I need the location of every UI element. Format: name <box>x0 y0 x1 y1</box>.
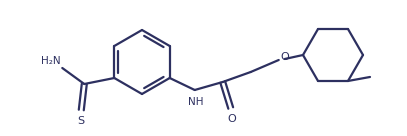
Text: NH: NH <box>188 97 204 107</box>
Text: H₂N: H₂N <box>41 56 60 66</box>
Text: O: O <box>228 114 236 124</box>
Text: S: S <box>78 116 85 126</box>
Text: O: O <box>281 52 289 62</box>
